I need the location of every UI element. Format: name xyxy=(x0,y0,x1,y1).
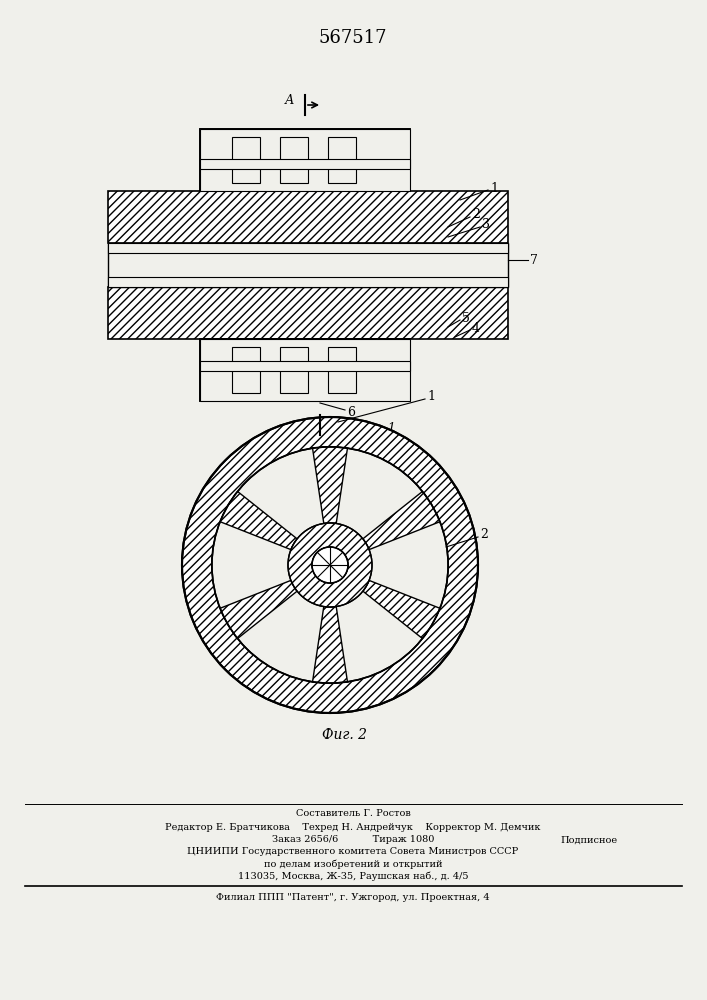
Wedge shape xyxy=(220,580,297,638)
Text: 1: 1 xyxy=(490,182,498,196)
Bar xyxy=(280,347,308,393)
Text: 1: 1 xyxy=(427,390,435,403)
Bar xyxy=(232,137,260,183)
Wedge shape xyxy=(363,580,440,638)
Text: Редактор Е. Братчикова    Техред Н. Андрейчук    Корректор М. Демчик: Редактор Е. Братчикова Техред Н. Андрейч… xyxy=(165,824,541,832)
Circle shape xyxy=(212,447,448,683)
Bar xyxy=(108,243,508,253)
Bar xyxy=(200,159,410,169)
Text: Филиал ППП "Патент", г. Ужгород, ул. Проектная, 4: Филиал ППП "Патент", г. Ужгород, ул. Про… xyxy=(216,894,490,902)
Bar xyxy=(328,137,356,183)
Text: А: А xyxy=(284,94,294,106)
Text: 2: 2 xyxy=(472,209,480,222)
Text: Подписное: Подписное xyxy=(560,836,617,844)
Wedge shape xyxy=(312,447,347,523)
Text: 567517: 567517 xyxy=(319,29,387,47)
Text: 4: 4 xyxy=(472,322,480,334)
Bar xyxy=(200,129,410,191)
Text: Составитель Г. Ростов: Составитель Г. Ростов xyxy=(296,810,410,818)
Text: 7: 7 xyxy=(530,253,538,266)
Text: 3: 3 xyxy=(482,219,490,232)
Text: 7: 7 xyxy=(368,576,376,589)
Wedge shape xyxy=(182,417,478,713)
Bar xyxy=(200,129,410,191)
Wedge shape xyxy=(220,492,297,550)
Bar xyxy=(200,339,410,401)
Text: Заказ 2656/6           Тираж 1080: Заказ 2656/6 Тираж 1080 xyxy=(271,836,434,844)
Text: 2: 2 xyxy=(480,528,488,542)
Bar xyxy=(328,347,356,393)
Text: 6: 6 xyxy=(347,406,355,420)
Bar xyxy=(232,347,260,393)
Bar xyxy=(200,339,410,401)
Bar xyxy=(108,287,508,339)
Text: 6: 6 xyxy=(378,548,386,562)
Bar xyxy=(200,129,410,191)
Wedge shape xyxy=(288,523,372,607)
Text: 5: 5 xyxy=(358,590,366,603)
Text: А-А: А-А xyxy=(325,426,356,440)
Wedge shape xyxy=(363,492,440,550)
Bar xyxy=(108,191,508,243)
Bar xyxy=(200,339,410,401)
Text: 113035, Москва, Ж-35, Раушская наб., д. 4/5: 113035, Москва, Ж-35, Раушская наб., д. … xyxy=(238,871,468,881)
Wedge shape xyxy=(312,607,347,683)
Text: 5: 5 xyxy=(462,312,470,324)
Bar xyxy=(108,243,508,287)
Circle shape xyxy=(312,547,348,583)
Text: 3: 3 xyxy=(378,536,386,550)
Text: А: А xyxy=(300,424,309,436)
Text: Фиг. 1: Фиг. 1 xyxy=(355,422,396,434)
Text: ЦНИИПИ Государственного комитета Совета Министров СССР: ЦНИИПИ Государственного комитета Совета … xyxy=(187,848,519,856)
Bar xyxy=(280,137,308,183)
Text: по делам изобретений и открытий: по делам изобретений и открытий xyxy=(264,859,443,869)
Bar xyxy=(200,361,410,371)
Bar xyxy=(108,277,508,287)
Text: 4: 4 xyxy=(378,560,386,574)
Text: Фиг. 2: Фиг. 2 xyxy=(322,728,368,742)
